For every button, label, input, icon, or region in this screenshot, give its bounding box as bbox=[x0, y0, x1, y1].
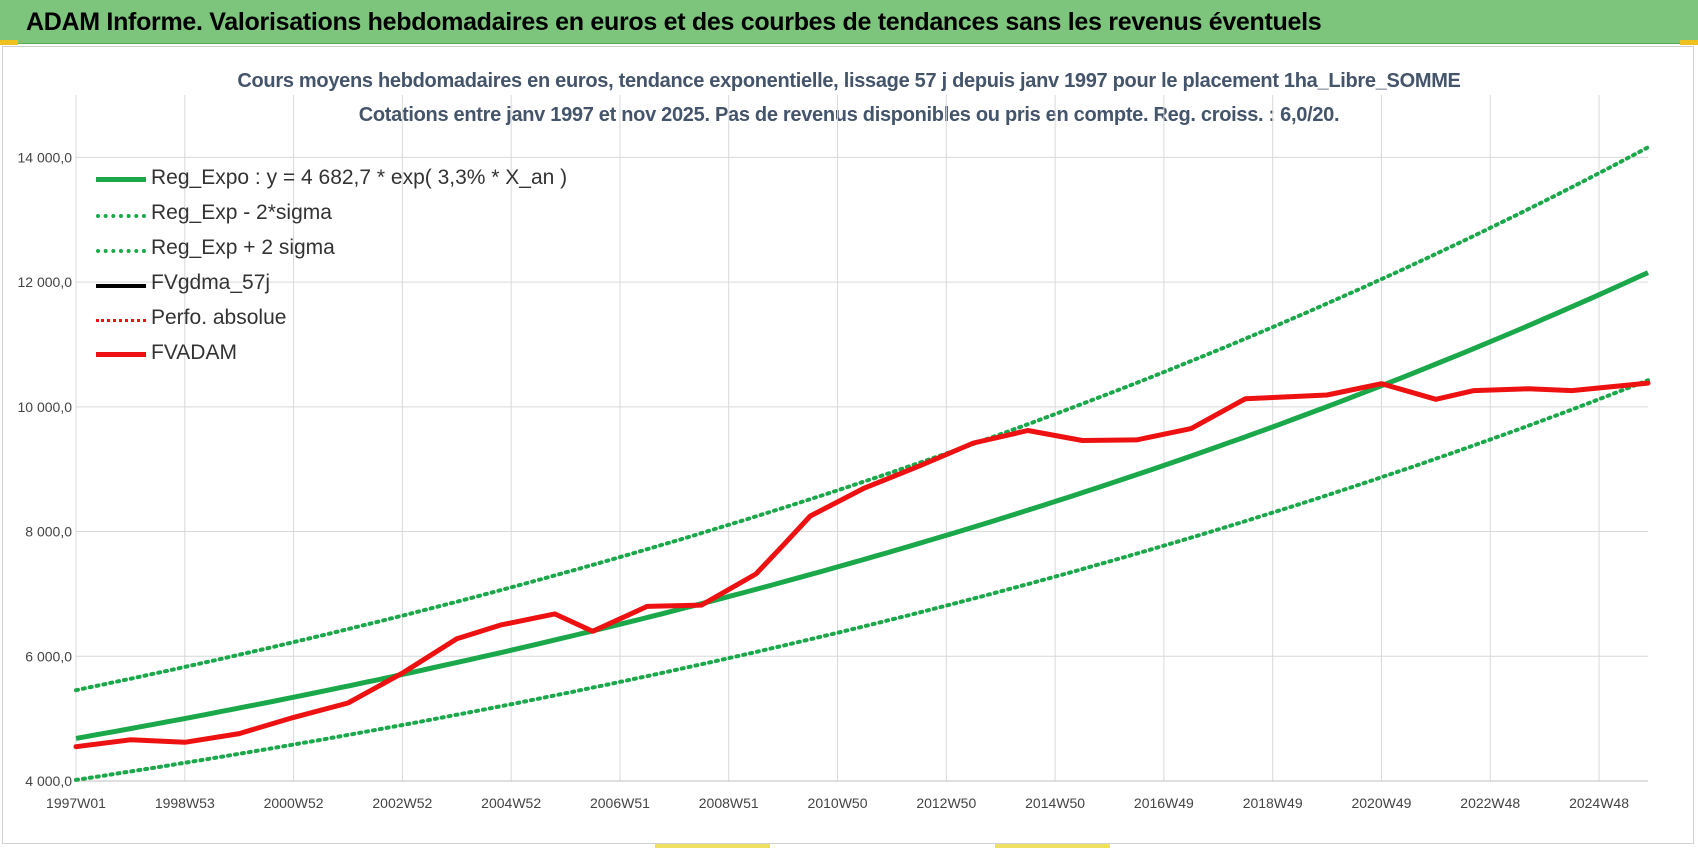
x-tick-label: 2018W49 bbox=[1243, 795, 1303, 811]
legend-label-reg-exp-minus: Reg_Exp - 2*sigma bbox=[151, 201, 332, 224]
legend-swatch-reg-expo bbox=[96, 177, 146, 182]
x-tick-label: 2012W50 bbox=[916, 795, 976, 811]
x-tick-label: 2000W52 bbox=[264, 795, 324, 811]
y-tick-label: 8 000,0 bbox=[25, 524, 72, 540]
legend-swatch-fvgdma bbox=[96, 284, 146, 288]
x-tick-label: 2010W50 bbox=[808, 795, 868, 811]
corner-mark-right bbox=[1680, 40, 1698, 45]
x-tick-label: 2016W49 bbox=[1134, 795, 1194, 811]
series-reg-expo-line bbox=[75, 270, 1650, 741]
x-tick-label: 2002W52 bbox=[372, 795, 432, 811]
y-tick-label: 12 000,0 bbox=[18, 274, 73, 290]
legend-label-reg-expo: Reg_Expo : y = 4 682,7 * exp( 3,3% * X_a… bbox=[151, 166, 568, 189]
chart-area bbox=[2, 46, 1694, 844]
x-tick-label: 2024W48 bbox=[1569, 795, 1629, 811]
x-tick-label: 2008W51 bbox=[699, 795, 759, 811]
y-tick-label: 14 000,0 bbox=[18, 149, 73, 165]
legend-swatch-fvadam bbox=[96, 352, 146, 357]
x-tick-label: 2022W48 bbox=[1460, 795, 1520, 811]
bottom-mark-2 bbox=[995, 844, 1110, 848]
bottom-mark-1 bbox=[655, 844, 770, 848]
x-tick-label: 2004W52 bbox=[481, 795, 541, 811]
series-fvadam-line bbox=[73, 380, 1651, 750]
y-tick-label: 4 000,0 bbox=[25, 773, 72, 789]
corner-mark-left bbox=[0, 40, 18, 45]
x-tick-label: 2014W50 bbox=[1025, 795, 1085, 811]
series-reg-exp-minus-line bbox=[74, 378, 1650, 782]
legend-label-fvadam: FVADAM bbox=[151, 341, 237, 364]
y-tick-label: 6 000,0 bbox=[25, 648, 72, 664]
report-title: ADAM Informe. Valorisations hebdomadaire… bbox=[26, 8, 1322, 36]
legend-swatch-reg-exp-plus bbox=[96, 249, 146, 253]
legend-swatch-reg-exp-minus bbox=[96, 214, 146, 218]
legend-swatch-perfo bbox=[96, 319, 146, 322]
x-tick-label: 2020W49 bbox=[1351, 795, 1411, 811]
y-tick-label: 10 000,0 bbox=[18, 399, 73, 415]
series-reg-exp-plus-line bbox=[74, 145, 1650, 693]
legend-label-reg-exp-plus: Reg_Exp + 2 sigma bbox=[151, 236, 335, 259]
chart-subtitle: Cotations entre janv 1997 et nov 2025. P… bbox=[358, 104, 1340, 126]
legend-label-fvgdma: FVgdma_57j bbox=[151, 271, 271, 294]
x-tick-label: 1998W53 bbox=[155, 795, 215, 811]
legend-label-perfo: Perfo. absolue bbox=[151, 306, 287, 329]
x-tick-label: 2006W51 bbox=[590, 795, 650, 811]
x-tick-label: 1997W01 bbox=[46, 795, 106, 811]
report-banner: ADAM Informe. Valorisations hebdomadaire… bbox=[0, 0, 1698, 44]
chart-title: Cours moyens hebdomadaires en euros, ten… bbox=[237, 70, 1461, 92]
